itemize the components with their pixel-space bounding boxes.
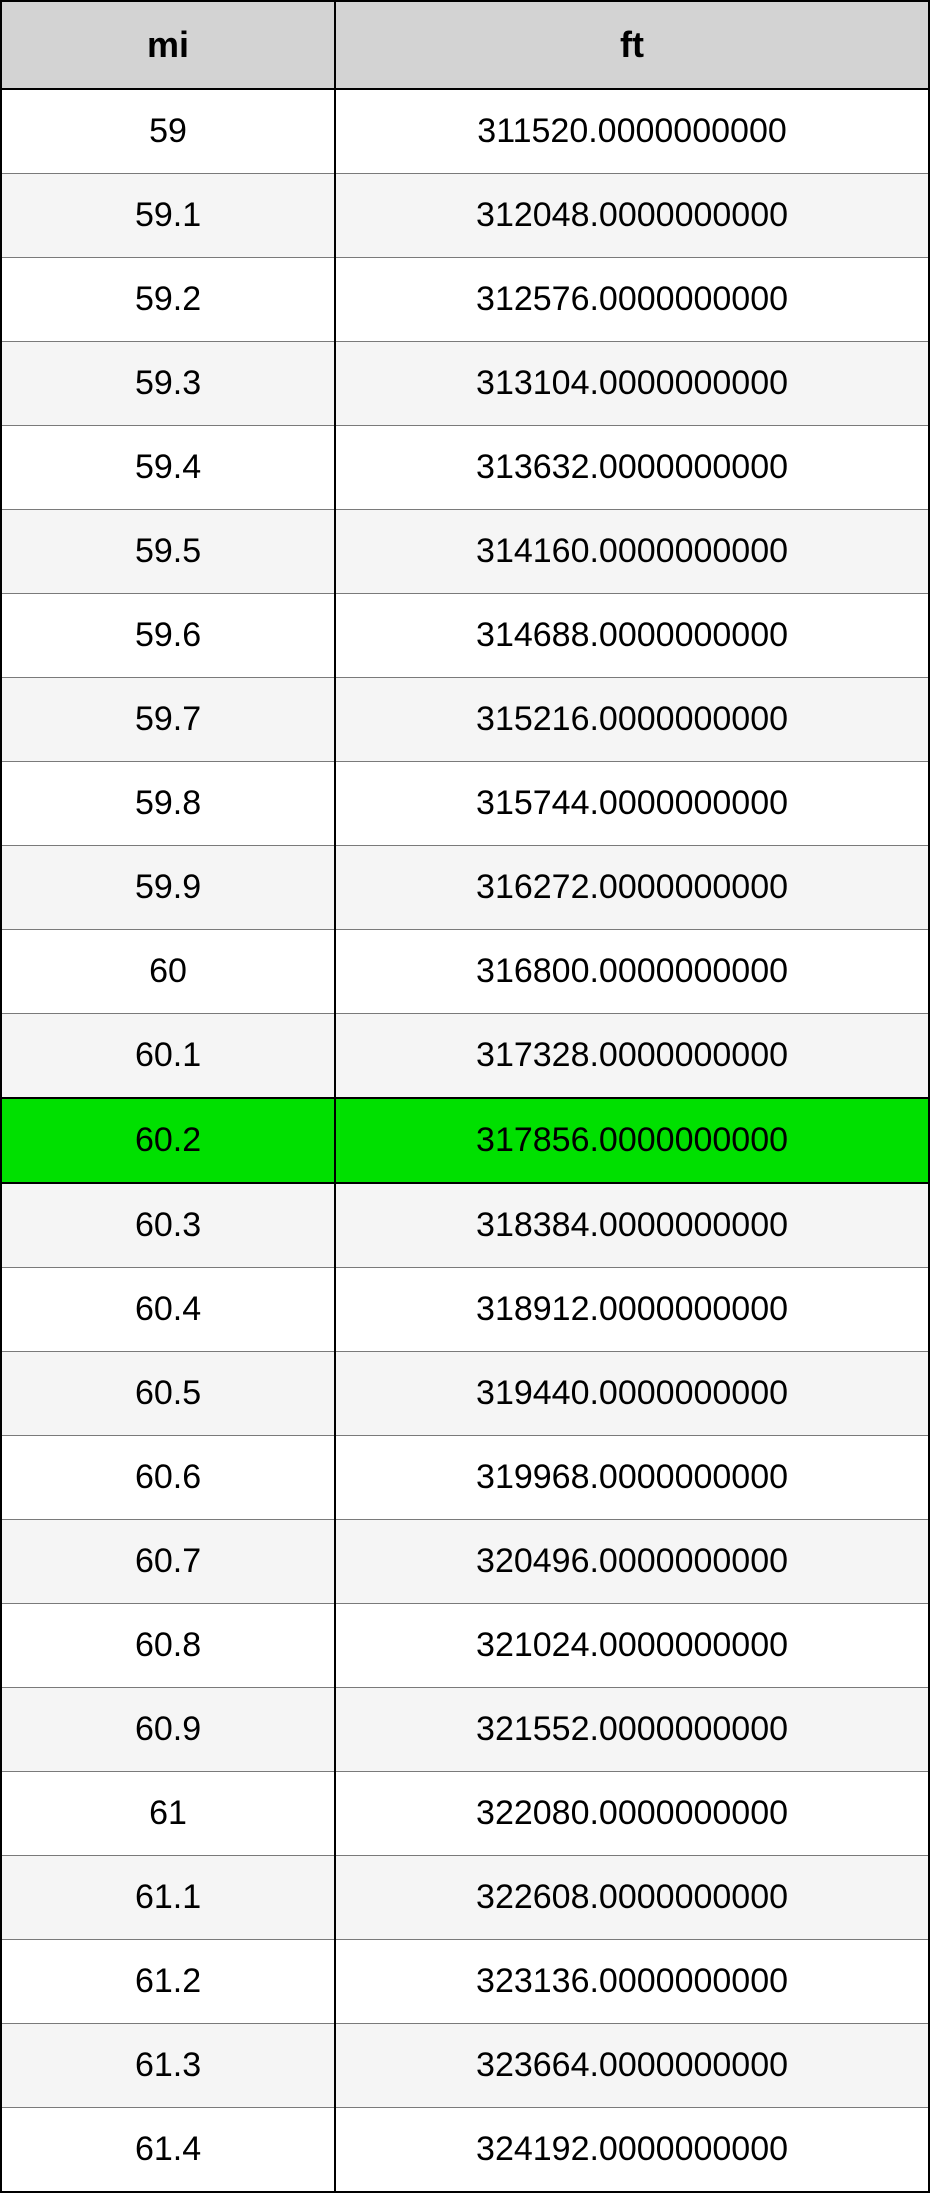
cell-ft: 316800.0000000000 bbox=[335, 930, 929, 1014]
table-body: 59311520.000000000059.1312048.0000000000… bbox=[1, 89, 929, 2192]
cell-ft: 315744.0000000000 bbox=[335, 762, 929, 846]
table-row: 59.9316272.0000000000 bbox=[1, 846, 929, 930]
table-row: 60.3318384.0000000000 bbox=[1, 1183, 929, 1268]
table-row: 61.3323664.0000000000 bbox=[1, 2024, 929, 2108]
table-row: 61322080.0000000000 bbox=[1, 1772, 929, 1856]
cell-mi: 61 bbox=[1, 1772, 335, 1856]
cell-mi: 60.1 bbox=[1, 1014, 335, 1099]
table-row: 59.1312048.0000000000 bbox=[1, 174, 929, 258]
table-row: 59.8315744.0000000000 bbox=[1, 762, 929, 846]
cell-ft: 318384.0000000000 bbox=[335, 1183, 929, 1268]
cell-mi: 60 bbox=[1, 930, 335, 1014]
cell-ft: 315216.0000000000 bbox=[335, 678, 929, 762]
table-row: 60.2317856.0000000000 bbox=[1, 1098, 929, 1183]
table-row: 60.9321552.0000000000 bbox=[1, 1688, 929, 1772]
table-row: 60.8321024.0000000000 bbox=[1, 1604, 929, 1688]
cell-mi: 59.6 bbox=[1, 594, 335, 678]
cell-ft: 316272.0000000000 bbox=[335, 846, 929, 930]
cell-ft: 320496.0000000000 bbox=[335, 1520, 929, 1604]
table-row: 60.1317328.0000000000 bbox=[1, 1014, 929, 1099]
table-row: 61.2323136.0000000000 bbox=[1, 1940, 929, 2024]
cell-ft: 319968.0000000000 bbox=[335, 1436, 929, 1520]
cell-mi: 61.3 bbox=[1, 2024, 335, 2108]
table-row: 60.7320496.0000000000 bbox=[1, 1520, 929, 1604]
cell-mi: 60.8 bbox=[1, 1604, 335, 1688]
column-header-ft: ft bbox=[335, 1, 929, 89]
cell-mi: 60.9 bbox=[1, 1688, 335, 1772]
cell-ft: 313104.0000000000 bbox=[335, 342, 929, 426]
table-row: 59.3313104.0000000000 bbox=[1, 342, 929, 426]
cell-mi: 60.5 bbox=[1, 1352, 335, 1436]
table-row: 59.6314688.0000000000 bbox=[1, 594, 929, 678]
table-row: 61.4324192.0000000000 bbox=[1, 2108, 929, 2193]
cell-mi: 59.7 bbox=[1, 678, 335, 762]
cell-mi: 59.5 bbox=[1, 510, 335, 594]
table-row: 59.2312576.0000000000 bbox=[1, 258, 929, 342]
cell-ft: 323664.0000000000 bbox=[335, 2024, 929, 2108]
conversion-table: mi ft 59311520.000000000059.1312048.0000… bbox=[0, 0, 930, 2193]
cell-ft: 322608.0000000000 bbox=[335, 1856, 929, 1940]
table-row: 59.5314160.0000000000 bbox=[1, 510, 929, 594]
table-row: 60316800.0000000000 bbox=[1, 930, 929, 1014]
cell-ft: 313632.0000000000 bbox=[335, 426, 929, 510]
cell-ft: 321552.0000000000 bbox=[335, 1688, 929, 1772]
cell-ft: 312576.0000000000 bbox=[335, 258, 929, 342]
cell-ft: 318912.0000000000 bbox=[335, 1268, 929, 1352]
cell-ft: 322080.0000000000 bbox=[335, 1772, 929, 1856]
cell-mi: 59.1 bbox=[1, 174, 335, 258]
cell-mi: 59.9 bbox=[1, 846, 335, 930]
table-row: 60.6319968.0000000000 bbox=[1, 1436, 929, 1520]
cell-ft: 319440.0000000000 bbox=[335, 1352, 929, 1436]
column-header-mi: mi bbox=[1, 1, 335, 89]
cell-ft: 321024.0000000000 bbox=[335, 1604, 929, 1688]
table-row: 59311520.0000000000 bbox=[1, 89, 929, 174]
cell-ft: 311520.0000000000 bbox=[335, 89, 929, 174]
cell-mi: 61.2 bbox=[1, 1940, 335, 2024]
table-row: 61.1322608.0000000000 bbox=[1, 1856, 929, 1940]
table-row: 60.5319440.0000000000 bbox=[1, 1352, 929, 1436]
table-row: 59.4313632.0000000000 bbox=[1, 426, 929, 510]
cell-mi: 60.3 bbox=[1, 1183, 335, 1268]
table-row: 59.7315216.0000000000 bbox=[1, 678, 929, 762]
cell-ft: 312048.0000000000 bbox=[335, 174, 929, 258]
cell-mi: 60.6 bbox=[1, 1436, 335, 1520]
cell-mi: 60.4 bbox=[1, 1268, 335, 1352]
cell-mi: 60.7 bbox=[1, 1520, 335, 1604]
cell-mi: 59.2 bbox=[1, 258, 335, 342]
cell-ft: 317328.0000000000 bbox=[335, 1014, 929, 1099]
cell-ft: 323136.0000000000 bbox=[335, 1940, 929, 2024]
cell-mi: 59.8 bbox=[1, 762, 335, 846]
cell-mi: 60.2 bbox=[1, 1098, 335, 1183]
cell-mi: 59.3 bbox=[1, 342, 335, 426]
cell-ft: 314160.0000000000 bbox=[335, 510, 929, 594]
cell-mi: 59 bbox=[1, 89, 335, 174]
cell-ft: 314688.0000000000 bbox=[335, 594, 929, 678]
cell-mi: 61.4 bbox=[1, 2108, 335, 2193]
cell-ft: 324192.0000000000 bbox=[335, 2108, 929, 2193]
table-header-row: mi ft bbox=[1, 1, 929, 89]
cell-mi: 61.1 bbox=[1, 1856, 335, 1940]
cell-mi: 59.4 bbox=[1, 426, 335, 510]
cell-ft: 317856.0000000000 bbox=[335, 1098, 929, 1183]
table-row: 60.4318912.0000000000 bbox=[1, 1268, 929, 1352]
